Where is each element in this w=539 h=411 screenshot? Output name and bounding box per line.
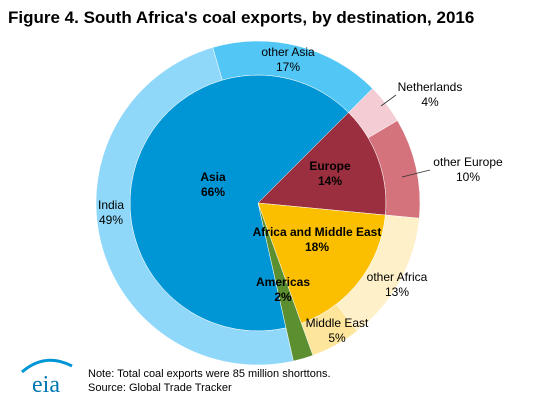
segment-name: other Asia — [261, 45, 315, 59]
slice-value: 18% — [304, 240, 330, 254]
slice-label: Asia 66% — [200, 170, 225, 200]
segment-value: 5% — [328, 331, 346, 345]
slice-name: Americas — [255, 275, 311, 289]
segment-label: Middle East 5% — [306, 316, 369, 346]
slice-name: Africa and Middle East — [252, 225, 382, 239]
segment-label: India 49% — [98, 198, 124, 228]
segment-label: other Africa 13% — [367, 270, 428, 300]
slice-label: Africa and Middle East 18% — [252, 225, 382, 255]
slice-name: Europe — [309, 159, 351, 173]
segment-value: 49% — [98, 213, 124, 227]
source: Source: Global Trade Tracker — [88, 382, 232, 394]
segment-value: 4% — [421, 95, 439, 109]
segment-label: other Asia 17% — [261, 45, 314, 75]
ring-segment — [212, 40, 373, 113]
segment-value: 10% — [455, 170, 481, 184]
slice-label: Americas 2% — [256, 275, 310, 305]
chart-title: Figure 4. South Africa's coal exports, b… — [8, 8, 475, 27]
logo: eia — [21, 358, 73, 398]
slice-value: 2% — [274, 290, 292, 304]
segment-name: other Europe — [433, 155, 503, 169]
ring-segment — [95, 47, 294, 366]
segment-value: 13% — [384, 285, 410, 299]
slice-label: Europe 14% — [309, 159, 350, 189]
segment-name: other Africa — [366, 270, 428, 284]
note: Note: Total coal exports were 85 million… — [88, 368, 331, 380]
slice-name: Asia — [200, 170, 226, 184]
slice-value: 14% — [317, 174, 343, 188]
segment-name: Middle East — [305, 316, 369, 330]
segment-name: India — [97, 198, 125, 212]
logo-text: eia — [32, 372, 60, 398]
slice-value: 66% — [200, 185, 226, 199]
leader-line — [401, 169, 431, 178]
segment-label: other Europe 10% — [433, 155, 502, 185]
leader-line — [380, 94, 397, 107]
segment-label: Netherlands 4% — [398, 80, 463, 110]
segment-name: Netherlands — [397, 80, 463, 94]
segment-value: 17% — [275, 60, 301, 74]
logo-swoosh — [21, 358, 73, 374]
